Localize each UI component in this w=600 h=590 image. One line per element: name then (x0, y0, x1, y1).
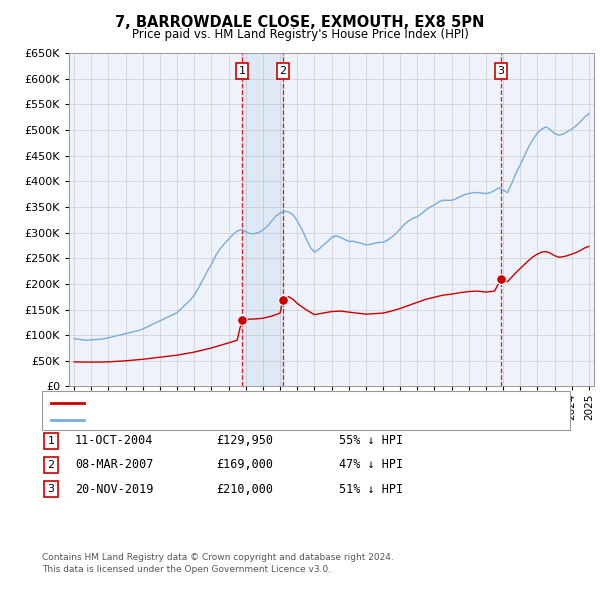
Text: 1: 1 (47, 436, 55, 445)
Text: 7, BARROWDALE CLOSE, EXMOUTH, EX8 5PN: 7, BARROWDALE CLOSE, EXMOUTH, EX8 5PN (115, 15, 485, 30)
Bar (242, 53, 283, 386)
Text: 2: 2 (280, 66, 287, 76)
Text: 3: 3 (497, 66, 505, 76)
Text: 55% ↓ HPI: 55% ↓ HPI (339, 434, 403, 447)
Text: 11-OCT-2004: 11-OCT-2004 (75, 434, 154, 447)
Text: 51% ↓ HPI: 51% ↓ HPI (339, 483, 403, 496)
Text: £129,950: £129,950 (216, 434, 273, 447)
Text: Price paid vs. HM Land Registry's House Price Index (HPI): Price paid vs. HM Land Registry's House … (131, 28, 469, 41)
Text: 08-MAR-2007: 08-MAR-2007 (75, 458, 154, 471)
Text: Contains HM Land Registry data © Crown copyright and database right 2024.: Contains HM Land Registry data © Crown c… (42, 553, 394, 562)
Text: 7, BARROWDALE CLOSE, EXMOUTH, EX8 5PN (detached house): 7, BARROWDALE CLOSE, EXMOUTH, EX8 5PN (d… (90, 397, 437, 407)
Text: £169,000: £169,000 (216, 458, 273, 471)
Text: £210,000: £210,000 (216, 483, 273, 496)
Text: This data is licensed under the Open Government Licence v3.0.: This data is licensed under the Open Gov… (42, 565, 331, 574)
Text: 2: 2 (47, 460, 55, 470)
Text: 47% ↓ HPI: 47% ↓ HPI (339, 458, 403, 471)
Text: 3: 3 (47, 484, 55, 494)
Text: 20-NOV-2019: 20-NOV-2019 (75, 483, 154, 496)
Text: 1: 1 (238, 66, 245, 76)
Text: HPI: Average price, detached house, East Devon: HPI: Average price, detached house, East… (90, 414, 355, 424)
